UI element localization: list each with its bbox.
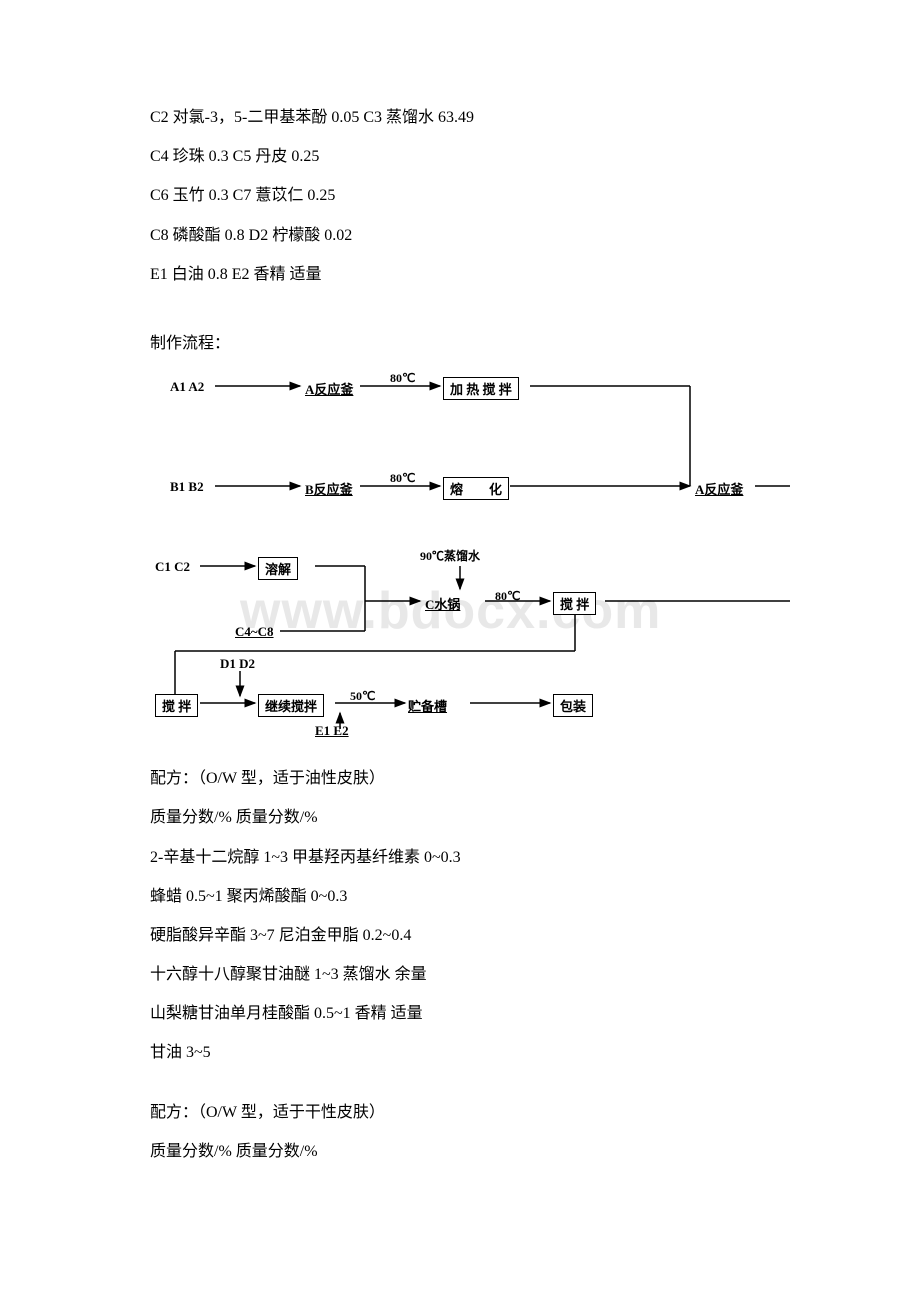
process-label: 制作流程： [150,326,770,361]
label-80c-3: 80℃ [495,589,520,604]
label-50c: 50℃ [350,689,375,704]
node-storage: 贮备槽 [408,696,447,715]
node-e1e2: E1 E2 [315,723,349,739]
node-c4c8: C4~C8 [235,624,274,640]
formula1-line1: 2-辛基十二烷醇 1~3 甲基羟丙基纤维素 0~0.3 [150,840,770,875]
box-heat-stir: 加 热 搅 拌 [443,377,519,400]
box-stir-1: 搅 拌 [553,592,596,615]
node-c-pot: C水锅 [425,594,460,613]
ingredient-line-1: C2 对氯-3，5-二甲基苯酚 0.05 C3 蒸馏水 63.49 [150,100,770,135]
ingredient-line-4: C8 磷酸酯 0.8 D2 柠檬酸 0.02 [150,218,770,253]
label-90c-dist: 90℃蒸馏水 [420,547,480,564]
box-cont-stir: 继续搅拌 [258,694,324,717]
formula1-line6: 甘油 3~5 [150,1035,770,1070]
node-a1a2: A1 A2 [170,379,204,395]
node-a-reactor: A反应釜 [305,379,353,398]
formula2-header: 配方：（O/W 型，适于干性皮肤） [150,1095,770,1130]
box-stir-2: 搅 拌 [155,694,198,717]
formula1-line5: 山梨糖甘油单月桂酸酯 0.5~1 香精 适量 [150,996,770,1031]
process-diagram: www.bdocx.com [150,371,790,741]
formula1-line3: 硬脂酸异辛酯 3~7 尼泊金甲脂 0.2~0.4 [150,918,770,953]
formula1-line4: 十六醇十八醇聚甘油醚 1~3 蒸馏水 余量 [150,957,770,992]
box-melt: 熔 化 [443,477,509,500]
box-dissolve: 溶解 [258,557,298,580]
label-80c-2: 80℃ [390,471,415,486]
ingredient-line-2: C4 珍珠 0.3 C5 丹皮 0.25 [150,139,770,174]
formula1-header: 配方：（O/W 型，适于油性皮肤） [150,761,770,796]
formula2-subheader: 质量分数/% 质量分数/% [150,1134,770,1169]
ingredient-line-3: C6 玉竹 0.3 C7 薏苡仁 0.25 [150,178,770,213]
node-b1b2: B1 B2 [170,479,204,495]
node-b-reactor: B反应釜 [305,479,353,498]
formula1-subheader: 质量分数/% 质量分数/% [150,800,770,835]
label-80c-1: 80℃ [390,371,415,386]
ingredient-line-5: E1 白油 0.8 E2 香精 适量 [150,257,770,292]
box-pack: 包装 [553,694,593,717]
node-d1d2: D1 D2 [220,656,255,672]
node-c1c2: C1 C2 [155,559,190,575]
formula1-line2: 蜂蜡 0.5~1 聚丙烯酸酯 0~0.3 [150,879,770,914]
node-a-reactor-2: A反应釜 [695,479,743,498]
